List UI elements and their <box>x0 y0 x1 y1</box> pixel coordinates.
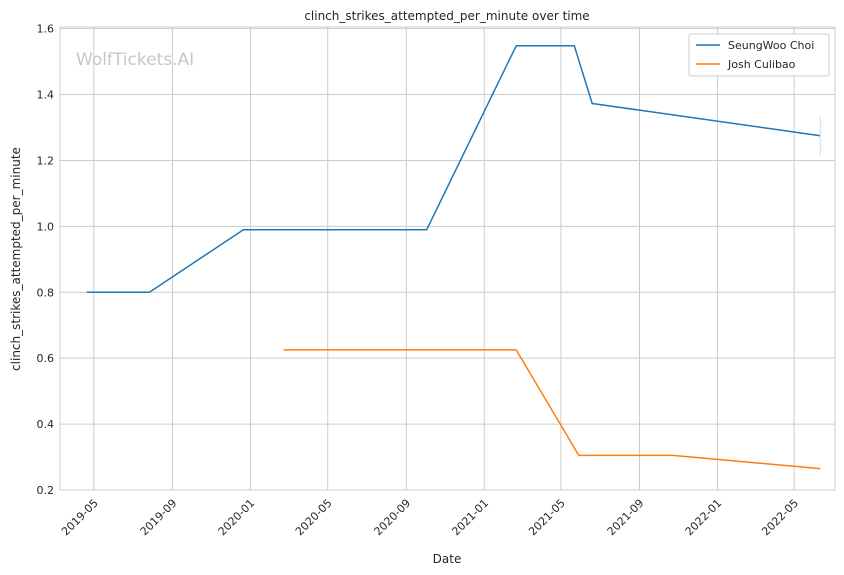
x-tick-label: 2021-01 <box>449 497 491 539</box>
x-tick-label: 2021-05 <box>526 497 568 539</box>
y-tick-label: 1.4 <box>37 89 55 102</box>
x-tick-label: 2020-05 <box>293 497 335 539</box>
x-tick-label: 2021-09 <box>605 497 647 539</box>
legend-label: Josh Culibao <box>727 58 796 71</box>
plot-frame <box>59 26 836 491</box>
x-tick-label: 2020-09 <box>372 497 414 539</box>
y-tick-label: 1.0 <box>37 220 55 233</box>
x-tick-label: 2019-05 <box>59 497 101 539</box>
x-tick-label: 2019-09 <box>138 497 180 539</box>
y-tick-labels: 0.2 0.4 0.6 0.8 1.0 1.2 1.4 1.6 <box>37 23 55 497</box>
y-tick-label: 0.4 <box>37 418 55 431</box>
y-tick-label: 0.6 <box>37 352 55 365</box>
chart-title: clinch_strikes_attempted_per_minute over… <box>304 9 589 23</box>
y-tick-label: 0.2 <box>37 484 55 497</box>
watermark: WolfTickets.AI <box>76 50 194 70</box>
plot-area: WolfTickets.AI <box>59 26 836 491</box>
x-tick-label: 2020-01 <box>216 497 258 539</box>
series-line-1 <box>86 45 821 294</box>
series-line-2 <box>283 349 821 470</box>
x-tick-label: 2022-01 <box>683 497 725 539</box>
x-tick-labels: 2019-05 2019-09 2020-01 2020-05 2020-09 2021-… <box>59 497 801 539</box>
y-tick-label: 0.8 <box>37 286 55 299</box>
plot-background <box>60 27 835 490</box>
y-tick-label: 1.6 <box>37 23 55 36</box>
y-tick-label: 1.2 <box>37 154 55 167</box>
y-gridlines <box>60 28 835 491</box>
legend: SeungWoo Choi Josh Culibao <box>688 33 830 77</box>
x-gridlines <box>93 27 795 490</box>
legend-box <box>688 33 830 77</box>
legend-label: SeungWoo Choi <box>728 39 814 52</box>
series-layer <box>86 45 821 470</box>
x-axis-label: Date <box>433 552 462 566</box>
y-axis-label: clinch_strikes_attempted_per_minute <box>9 147 23 371</box>
x-tick-label: 2022-05 <box>759 497 801 539</box>
